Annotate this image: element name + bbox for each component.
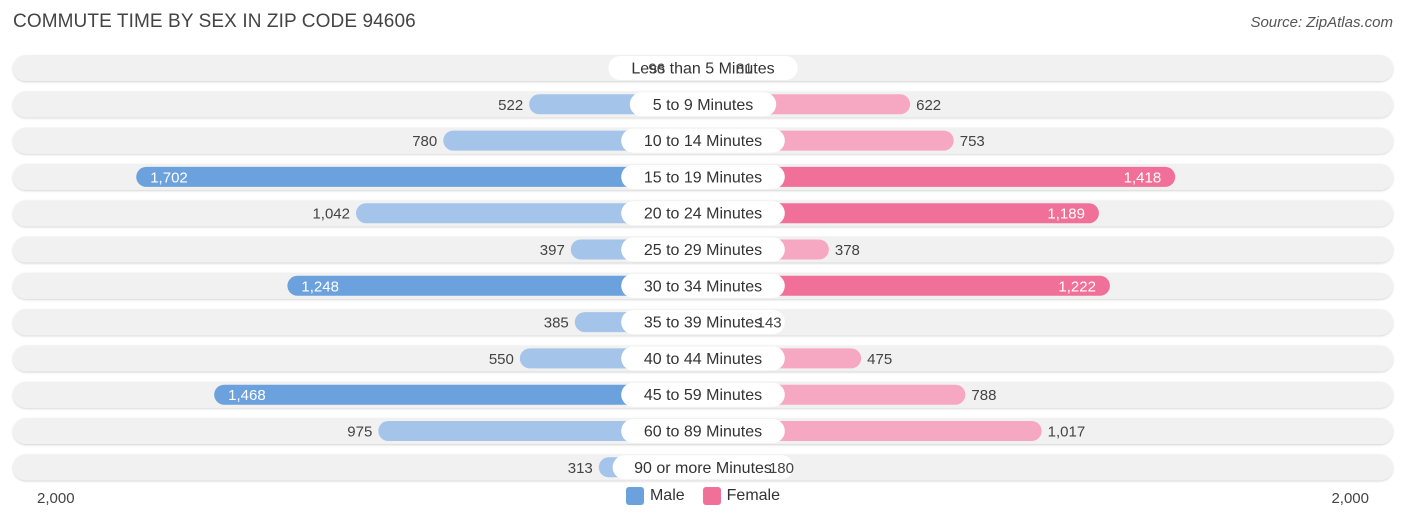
legend-label-male: Male — [649, 487, 685, 504]
bar-female — [703, 421, 1042, 441]
value-label-male: 522 — [498, 97, 523, 114]
category-label: 90 or more Minutes — [634, 460, 772, 477]
category-pill — [621, 310, 785, 335]
category-label: 60 to 89 Minutes — [644, 424, 762, 441]
category-label: 25 to 29 Minutes — [644, 242, 762, 259]
value-label-male: 1,468 — [228, 387, 266, 404]
value-label-female: 475 — [867, 351, 892, 368]
category-label: 5 to 9 Minutes — [653, 97, 754, 114]
legend-item-male: Male — [625, 487, 685, 505]
category-label: 15 to 19 Minutes — [644, 169, 762, 186]
bar-female — [703, 166, 1176, 187]
value-label-female: 753 — [960, 133, 985, 150]
value-label-male: 780 — [412, 133, 437, 150]
value-label-male: 975 — [347, 424, 372, 441]
axis-label-left: 2,000 — [37, 490, 75, 507]
value-label-female: 788 — [971, 387, 996, 404]
category-label: 45 to 59 Minutes — [644, 387, 762, 404]
chart-source: Source: ZipAtlas.com — [1250, 14, 1393, 31]
value-label-female: 180 — [769, 460, 794, 477]
category-pill — [629, 92, 777, 117]
value-label-male: 313 — [568, 460, 593, 477]
value-label-male: 1,248 — [301, 278, 339, 295]
category-label: 35 to 39 Minutes — [644, 315, 762, 332]
bar-female — [703, 203, 1099, 224]
bar-male — [136, 166, 703, 187]
legend: Male Female — [0, 487, 1406, 505]
category-pill — [621, 382, 785, 407]
category-pill — [612, 455, 794, 480]
bar-female — [703, 275, 1110, 296]
category-pill — [621, 128, 785, 153]
value-label-male: 550 — [489, 351, 514, 368]
value-label-male: 1,042 — [312, 206, 350, 223]
value-label-female: 1,418 — [1124, 169, 1162, 186]
legend-swatch-male — [625, 487, 644, 505]
value-label-female: 1,017 — [1048, 424, 1086, 441]
value-label-female: 622 — [916, 97, 941, 114]
category-label: 10 to 14 Minutes — [644, 133, 762, 150]
bar-male — [378, 421, 703, 441]
category-pill — [621, 237, 785, 262]
legend-label-female: Female — [726, 487, 781, 504]
category-label: 40 to 44 Minutes — [644, 351, 762, 368]
legend-item-female: Female — [702, 487, 781, 505]
category-pill — [621, 164, 785, 189]
chart-title: COMMUTE TIME BY SEX IN ZIP CODE 94606 — [13, 11, 416, 32]
category-label: 30 to 34 Minutes — [644, 278, 762, 295]
value-label-female: 143 — [757, 315, 782, 332]
value-label-female: 1,189 — [1047, 206, 1085, 223]
category-label: 20 to 24 Minutes — [644, 206, 762, 223]
bar-male — [287, 275, 703, 296]
category-pill — [621, 201, 785, 226]
value-label-male: 1,702 — [150, 169, 188, 186]
legend-swatch-female — [702, 487, 721, 505]
value-label-female: 378 — [835, 242, 860, 259]
category-pill — [621, 346, 785, 371]
value-label-female: 81 — [736, 61, 753, 78]
axis-label-right: 2,000 — [1331, 490, 1369, 507]
bar-male — [214, 384, 703, 405]
bar-male — [356, 203, 703, 224]
category-pill — [621, 273, 785, 298]
category-pill — [621, 419, 785, 443]
category-pill — [608, 56, 798, 80]
category-label: Less than 5 Minutes — [631, 61, 774, 78]
value-label-female: 1,222 — [1058, 278, 1096, 295]
value-label-male: 385 — [544, 315, 569, 332]
value-label-male: 397 — [540, 242, 565, 259]
value-label-male: 96 — [648, 61, 665, 78]
